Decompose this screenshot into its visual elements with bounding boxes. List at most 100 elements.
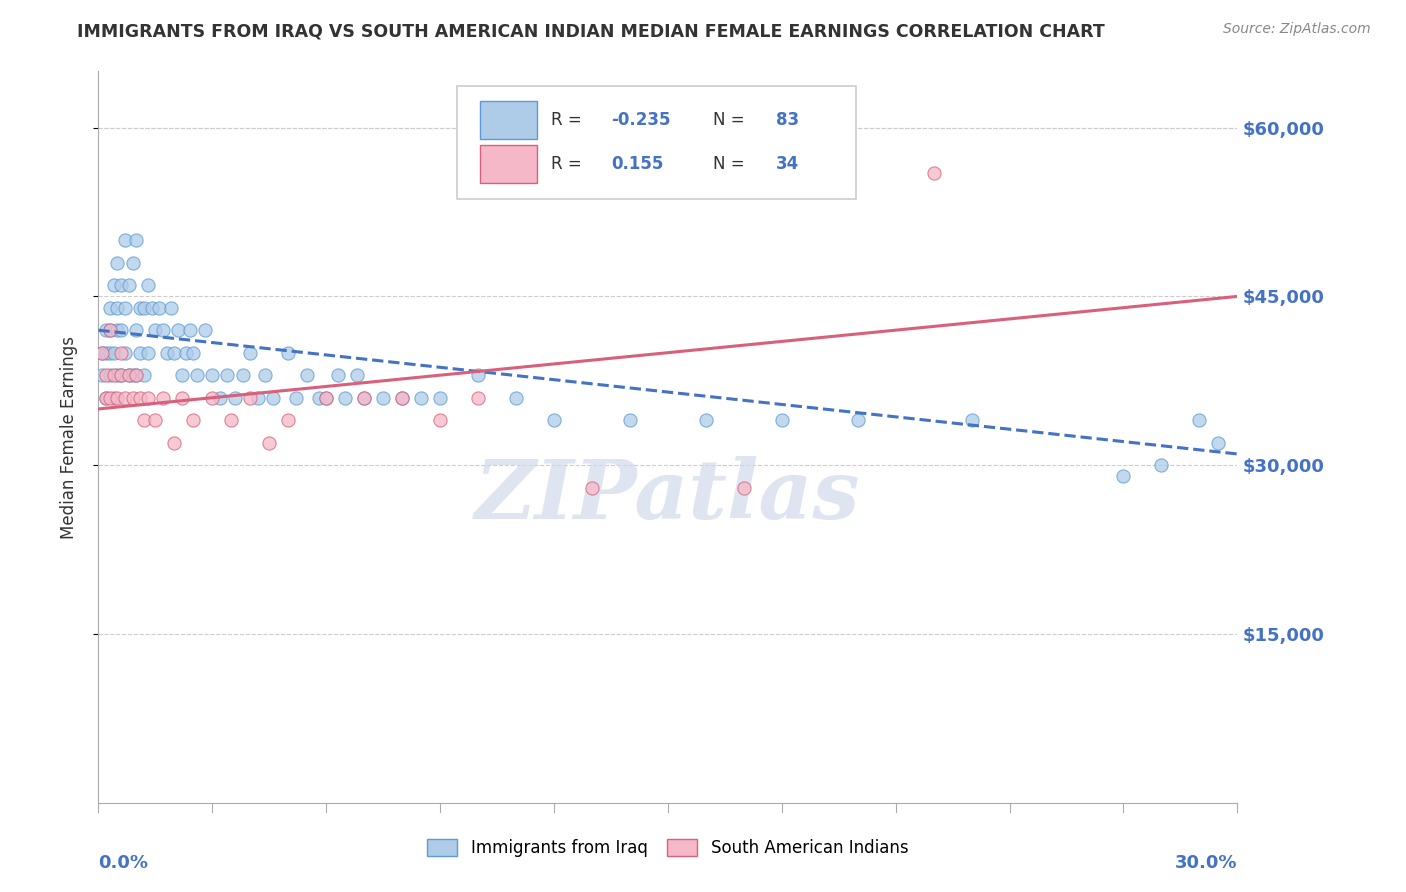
Point	[262, 391, 284, 405]
Point	[170, 391, 193, 405]
Point	[125, 368, 148, 383]
Point	[1208, 435, 1230, 450]
Point	[201, 368, 224, 383]
Point	[846, 413, 869, 427]
Point	[371, 391, 394, 405]
Point	[246, 391, 269, 405]
Point	[118, 368, 141, 383]
Text: IMMIGRANTS FROM IRAQ VS SOUTH AMERICAN INDIAN MEDIAN FEMALE EARNINGS CORRELATION: IMMIGRANTS FROM IRAQ VS SOUTH AMERICAN I…	[77, 22, 1105, 40]
Point	[429, 413, 451, 427]
Point	[326, 368, 349, 383]
Text: 83: 83	[776, 111, 799, 128]
Point	[174, 345, 197, 359]
Text: 30.0%: 30.0%	[1175, 854, 1237, 872]
Point	[152, 323, 174, 337]
Point	[167, 323, 190, 337]
Point	[118, 278, 141, 293]
Point	[239, 391, 262, 405]
Point	[277, 413, 299, 427]
Point	[239, 345, 262, 359]
Point	[163, 345, 186, 359]
Point	[132, 368, 155, 383]
Point	[315, 391, 337, 405]
Point	[110, 368, 132, 383]
Point	[114, 345, 136, 359]
Point	[467, 368, 489, 383]
Point	[145, 413, 167, 427]
Point	[125, 323, 148, 337]
Legend: Immigrants from Iraq, South American Indians: Immigrants from Iraq, South American Ind…	[420, 832, 915, 864]
Point	[411, 391, 433, 405]
Point	[619, 413, 641, 427]
Point	[98, 391, 121, 405]
FancyBboxPatch shape	[457, 86, 856, 200]
Point	[107, 368, 129, 383]
Point	[770, 413, 793, 427]
Point	[960, 413, 983, 427]
Point	[107, 391, 129, 405]
Point	[194, 323, 217, 337]
Point	[107, 301, 129, 315]
Point	[201, 391, 224, 405]
Point	[163, 435, 186, 450]
Text: -0.235: -0.235	[612, 111, 671, 128]
Point	[183, 413, 205, 427]
Point	[121, 255, 143, 269]
Point	[353, 391, 375, 405]
Text: R =: R =	[551, 154, 586, 172]
Text: N =: N =	[713, 111, 751, 128]
Point	[733, 481, 755, 495]
Point	[94, 391, 117, 405]
Point	[581, 481, 603, 495]
FancyBboxPatch shape	[479, 101, 537, 138]
Point	[125, 233, 148, 247]
Point	[259, 435, 281, 450]
Point	[110, 323, 132, 337]
Point	[346, 368, 368, 383]
Point	[129, 301, 152, 315]
Point	[114, 301, 136, 315]
Point	[152, 391, 174, 405]
Point	[308, 391, 330, 405]
Point	[922, 166, 945, 180]
Point	[543, 413, 565, 427]
Point	[1112, 469, 1135, 483]
Point	[505, 391, 527, 405]
Text: ZIPatlas: ZIPatlas	[475, 456, 860, 535]
Point	[129, 345, 152, 359]
Point	[695, 413, 717, 427]
Point	[429, 391, 451, 405]
Point	[335, 391, 357, 405]
Point	[103, 345, 125, 359]
Point	[103, 391, 125, 405]
Text: N =: N =	[713, 154, 751, 172]
Point	[148, 301, 170, 315]
Point	[107, 255, 129, 269]
Point	[114, 233, 136, 247]
Point	[94, 345, 117, 359]
Point	[125, 368, 148, 383]
Point	[1188, 413, 1211, 427]
Point	[159, 301, 181, 315]
Point	[183, 345, 205, 359]
Point	[98, 323, 121, 337]
Point	[217, 368, 239, 383]
Point	[141, 301, 163, 315]
Point	[353, 391, 375, 405]
Text: 34: 34	[776, 154, 799, 172]
Point	[145, 323, 167, 337]
Point	[132, 413, 155, 427]
Point	[467, 391, 489, 405]
Point	[110, 345, 132, 359]
Point	[284, 391, 307, 405]
Text: 0.0%: 0.0%	[98, 854, 149, 872]
Point	[94, 368, 117, 383]
Point	[121, 391, 143, 405]
Point	[103, 278, 125, 293]
Point	[221, 413, 243, 427]
Point	[208, 391, 231, 405]
Point	[98, 323, 121, 337]
Point	[186, 368, 208, 383]
Point	[121, 368, 143, 383]
Point	[254, 368, 277, 383]
